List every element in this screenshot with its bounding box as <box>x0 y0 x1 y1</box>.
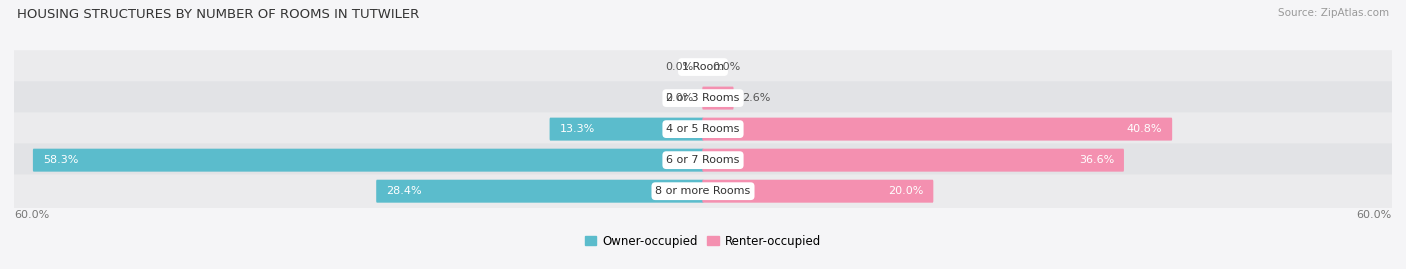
Text: 2.6%: 2.6% <box>742 93 770 103</box>
Text: 8 or more Rooms: 8 or more Rooms <box>655 186 751 196</box>
FancyBboxPatch shape <box>703 87 734 109</box>
FancyBboxPatch shape <box>32 149 703 172</box>
Text: 0.0%: 0.0% <box>665 93 693 103</box>
Text: 0.0%: 0.0% <box>713 62 741 72</box>
Text: 0.0%: 0.0% <box>665 62 693 72</box>
FancyBboxPatch shape <box>13 50 1393 84</box>
Text: 1 Room: 1 Room <box>682 62 724 72</box>
Text: 36.6%: 36.6% <box>1078 155 1114 165</box>
Text: 28.4%: 28.4% <box>387 186 422 196</box>
FancyBboxPatch shape <box>550 118 703 141</box>
Text: HOUSING STRUCTURES BY NUMBER OF ROOMS IN TUTWILER: HOUSING STRUCTURES BY NUMBER OF ROOMS IN… <box>17 8 419 21</box>
Text: 2 or 3 Rooms: 2 or 3 Rooms <box>666 93 740 103</box>
FancyBboxPatch shape <box>13 81 1393 115</box>
Legend: Owner-occupied, Renter-occupied: Owner-occupied, Renter-occupied <box>579 230 827 252</box>
Text: 58.3%: 58.3% <box>42 155 79 165</box>
Text: 13.3%: 13.3% <box>560 124 595 134</box>
FancyBboxPatch shape <box>703 149 1123 172</box>
Text: 4 or 5 Rooms: 4 or 5 Rooms <box>666 124 740 134</box>
Text: 40.8%: 40.8% <box>1126 124 1163 134</box>
FancyBboxPatch shape <box>377 180 703 203</box>
FancyBboxPatch shape <box>13 112 1393 146</box>
FancyBboxPatch shape <box>703 118 1173 141</box>
Text: 60.0%: 60.0% <box>1357 210 1392 220</box>
Text: 60.0%: 60.0% <box>14 210 49 220</box>
FancyBboxPatch shape <box>13 174 1393 208</box>
FancyBboxPatch shape <box>703 180 934 203</box>
Text: 20.0%: 20.0% <box>889 186 924 196</box>
FancyBboxPatch shape <box>13 143 1393 177</box>
Text: 6 or 7 Rooms: 6 or 7 Rooms <box>666 155 740 165</box>
Text: Source: ZipAtlas.com: Source: ZipAtlas.com <box>1278 8 1389 18</box>
